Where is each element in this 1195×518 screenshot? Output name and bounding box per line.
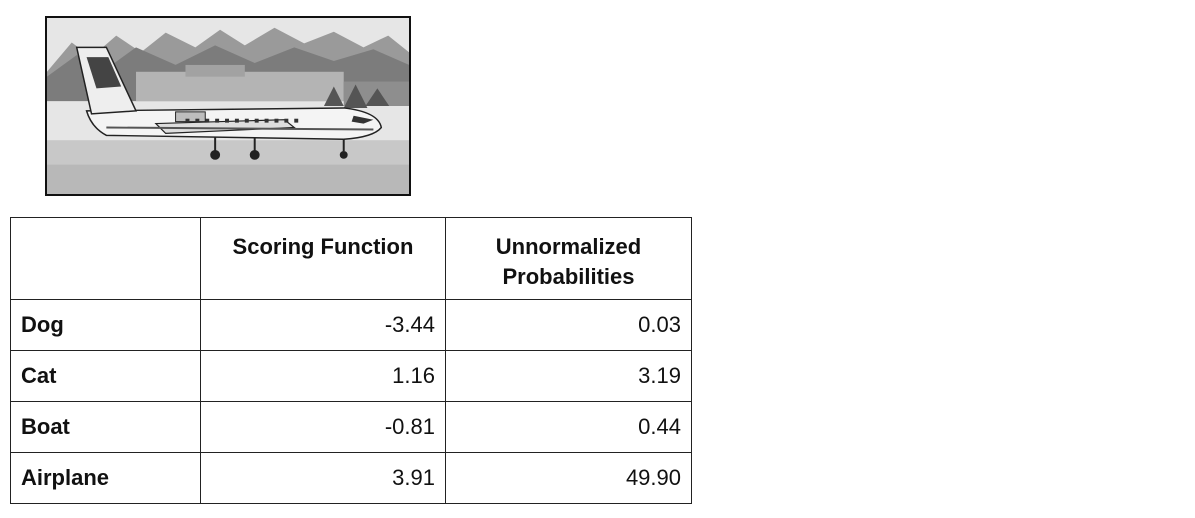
airplane-image: [47, 18, 409, 194]
row-label: Boat: [10, 401, 201, 453]
row-label: Cat: [10, 350, 201, 402]
row-score: 3.91: [200, 452, 446, 504]
header-unnormalized-probabilities: Unnormalized Probabilities: [445, 217, 692, 300]
table-row: Airplane 3.91 49.90: [10, 452, 692, 504]
row-probability: 3.19: [445, 350, 692, 402]
scores-table: Scoring Function Unnormalized Probabilit…: [10, 217, 692, 504]
header-empty: [10, 217, 201, 300]
table-header-row: Scoring Function Unnormalized Probabilit…: [10, 217, 692, 300]
row-score: -0.81: [200, 401, 446, 453]
airplane-photo: [45, 16, 411, 196]
header-scoring-function: Scoring Function: [200, 217, 446, 300]
table-row: Cat 1.16 3.19: [10, 350, 692, 402]
row-label: Dog: [10, 299, 201, 351]
row-score: 1.16: [200, 350, 446, 402]
row-probability: 49.90: [445, 452, 692, 504]
row-score: -3.44: [200, 299, 446, 351]
row-label: Airplane: [10, 452, 201, 504]
row-probability: 0.44: [445, 401, 692, 453]
row-probability: 0.03: [445, 299, 692, 351]
table-row: Dog -3.44 0.03: [10, 299, 692, 351]
table-row: Boat -0.81 0.44: [10, 401, 692, 453]
